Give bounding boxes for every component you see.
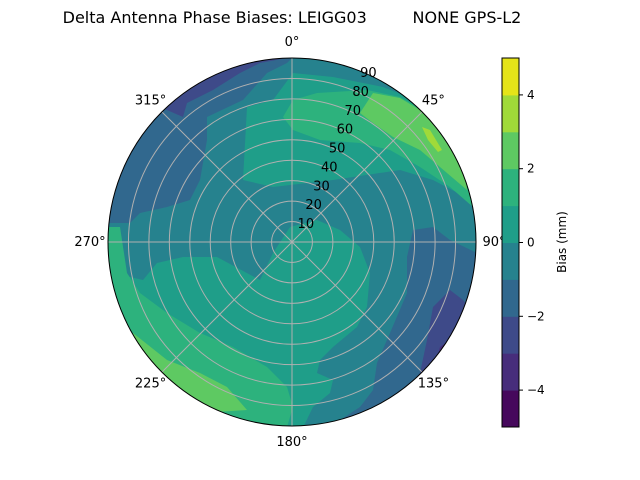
- colorbar-tick-label: 2: [527, 162, 535, 176]
- radial-tick-label: 20: [305, 198, 322, 213]
- colorbar-label: Bias (mm): [555, 211, 569, 273]
- angular-tick-label: 225°: [135, 376, 166, 391]
- angular-tick-label: 135°: [418, 376, 449, 391]
- angular-tick-label: 45°: [422, 94, 445, 109]
- radial-tick-label: 10: [298, 217, 315, 232]
- colorbar-tick-label: −4: [527, 383, 545, 397]
- angular-tick-label: 0°: [285, 35, 300, 50]
- colorbar-band: [502, 58, 519, 96]
- radial-tick-label: 70: [344, 104, 361, 119]
- contour-region: [422, 127, 442, 152]
- radial-tick-label: 50: [329, 142, 346, 157]
- radial-tick-label: 80: [352, 85, 369, 100]
- contour-region: [360, 93, 467, 190]
- colorbar-band: [502, 242, 519, 280]
- colorbar-band: [502, 390, 519, 428]
- colorbar: 4 2 0 −2 −4: [501, 57, 545, 428]
- colorbar-band: [502, 94, 519, 133]
- colorbar-band: [502, 168, 519, 207]
- radial-tick-label: 40: [321, 160, 338, 175]
- colorbar-tick-label: 0: [527, 236, 535, 250]
- colorbar-band: [502, 279, 519, 317]
- polar-grid: [108, 58, 476, 426]
- polar-frame: [107, 57, 477, 427]
- colorbar-band: [502, 205, 519, 243]
- radial-tick-label: 90: [360, 66, 377, 81]
- angular-tick-label: 270°: [74, 235, 105, 250]
- contour-region: [133, 333, 247, 413]
- radial-tick-label: 30: [313, 179, 330, 194]
- angular-gridline: [161, 111, 423, 373]
- colorbar-band: [502, 353, 519, 391]
- colorbar-tick-label: −2: [527, 309, 545, 323]
- radial-tick-label: 60: [337, 123, 354, 138]
- chart-title: Delta Antenna Phase Biases: LEIGG03 NONE…: [63, 8, 522, 27]
- angular-tick-label: 90°: [482, 235, 505, 250]
- angular-tick-label: 315°: [135, 94, 166, 109]
- colorbar-band: [502, 316, 519, 354]
- colorbar-band: [502, 131, 519, 170]
- colorbar-tick-label: 4: [527, 88, 535, 102]
- angular-tick-label: 180°: [276, 435, 307, 450]
